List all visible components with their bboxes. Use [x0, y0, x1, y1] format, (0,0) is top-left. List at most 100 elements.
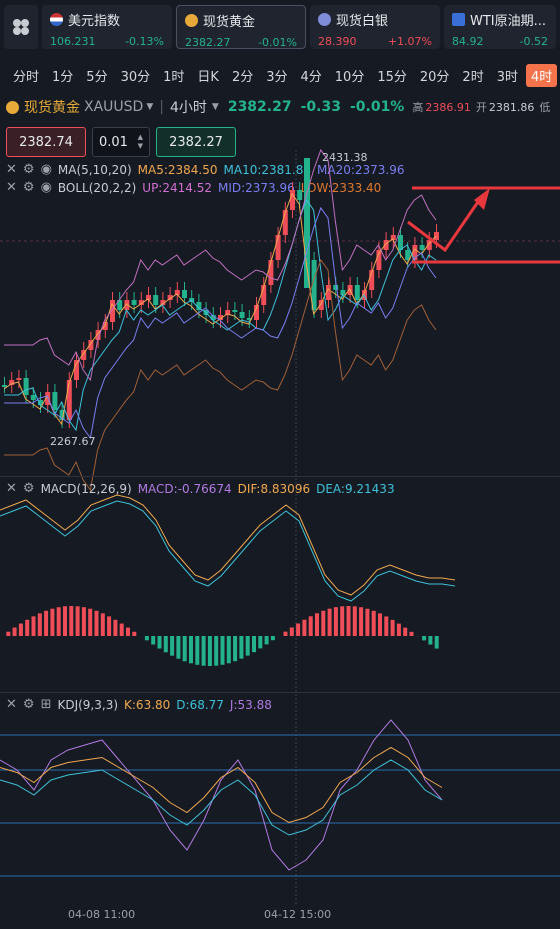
- candle: [261, 285, 267, 305]
- candle: [340, 290, 346, 295]
- quantity-stepper[interactable]: 0.01 ▲ ▼: [92, 127, 150, 157]
- macd-bar: [434, 636, 439, 649]
- period-tab[interactable]: 20分: [419, 69, 450, 85]
- period-tab[interactable]: 3时: [496, 69, 518, 85]
- period-tab[interactable]: 5分: [86, 69, 108, 85]
- gold-coin-icon: [6, 100, 19, 114]
- candle: [95, 330, 101, 340]
- period-tab[interactable]: 分时: [13, 69, 40, 85]
- eye-icon[interactable]: ◉: [40, 180, 52, 195]
- close-icon[interactable]: ✕: [6, 697, 17, 712]
- market-card-wti[interactable]: WTI原油期... 84.92 -0.52: [444, 5, 556, 49]
- high-value: 2386.91: [425, 100, 471, 114]
- period-tab[interactable]: 15分: [377, 69, 407, 85]
- caret-down-icon[interactable]: ▼: [146, 102, 154, 112]
- candle: [218, 315, 223, 320]
- symbol-header: 现货黄金 XAUUSD ▼ | 4小时 ▼ 2382.27 -0.33 -0.0…: [0, 94, 560, 120]
- macd-bar: [239, 636, 244, 659]
- ma5-value: MA5:2384.50: [137, 162, 218, 177]
- buy-price-button[interactable]: 2382.27: [156, 127, 236, 157]
- macd-bar: [195, 636, 200, 665]
- stepper-arrows-icon[interactable]: ▲ ▼: [137, 133, 143, 150]
- macd-bar: [340, 606, 345, 636]
- boll-label: BOLL(20,2,2): [57, 180, 137, 195]
- settings-icon[interactable]: ⚙: [22, 180, 35, 195]
- period-tab[interactable]: 4时: [525, 63, 558, 87]
- candle: [153, 295, 159, 305]
- macd-bar: [352, 606, 357, 636]
- macd-bar: [126, 627, 130, 636]
- price-chart[interactable]: [0, 140, 560, 929]
- candle: [66, 380, 72, 420]
- macd-bar: [321, 610, 326, 636]
- period-tab[interactable]: 2时: [462, 69, 484, 85]
- macd-legend: ✕ ⚙ MACD(12,26,9) MACD:-0.76674 DIF:8.83…: [6, 481, 395, 496]
- settings-icon[interactable]: ⚙: [22, 481, 35, 496]
- macd-bar: [56, 607, 61, 636]
- period-tab[interactable]: 4分: [300, 69, 322, 85]
- period-tab[interactable]: 3分: [266, 69, 288, 85]
- macd-bar: [201, 636, 206, 666]
- candle: [138, 300, 144, 305]
- macd-bar: [252, 636, 256, 653]
- x-axis-label: 04-12 15:00: [264, 908, 332, 921]
- close-icon[interactable]: ✕: [6, 162, 17, 177]
- candle: [254, 305, 259, 320]
- close-icon[interactable]: ✕: [6, 481, 17, 496]
- market-card-spot-silver[interactable]: 现货白银 28.390 +1.07%: [310, 5, 440, 49]
- macd-bar: [403, 627, 408, 636]
- macd-bar: [63, 606, 67, 636]
- candle: [23, 378, 29, 395]
- candle: [246, 318, 252, 320]
- boll-legend: ✕ ⚙ ◉ BOLL(20,2,2) UP:2414.52 MID:2373.9…: [6, 180, 381, 195]
- eye-icon[interactable]: ◉: [40, 162, 52, 177]
- macd-bar: [25, 619, 30, 636]
- macd-bar: [100, 613, 105, 636]
- candle: [297, 190, 303, 200]
- period-tab[interactable]: 30分: [120, 69, 151, 85]
- add-icon[interactable]: ⊞: [40, 697, 52, 712]
- macd-bar: [44, 610, 49, 636]
- macd-bar: [107, 616, 112, 636]
- us-flag-icon: [50, 13, 63, 26]
- market-card-spot-gold[interactable]: 现货黄金 2382.27 -0.01%: [176, 5, 306, 49]
- period-tabs: 分时1分5分30分1时日K2分3分4分10分15分20分2时3时4时6时: [0, 62, 560, 88]
- candle: [225, 310, 231, 315]
- price-change: -0.33: [300, 99, 341, 115]
- macd-bar: [409, 631, 414, 636]
- market-name: 现货白银: [336, 14, 389, 29]
- period-tab[interactable]: 2分: [231, 69, 254, 85]
- dif-line: [0, 494, 456, 596]
- period-tab[interactable]: 日K: [197, 69, 219, 85]
- boll-mid-value: MID:2373.96: [217, 180, 295, 195]
- close-icon[interactable]: ✕: [6, 180, 17, 195]
- caret-down-icon[interactable]: ▼: [211, 102, 219, 112]
- market-name: 美元指数: [68, 14, 121, 29]
- candle: [110, 300, 115, 322]
- macd-bar: [226, 636, 231, 664]
- sell-price-button[interactable]: 2382.74: [6, 127, 86, 157]
- current-price: 2382.27: [227, 99, 292, 115]
- settings-icon[interactable]: ⚙: [22, 697, 35, 712]
- dif-value: DIF:8.83096: [237, 481, 311, 496]
- dea-value: DEA:9.21433: [316, 481, 395, 496]
- interval-selector[interactable]: 4小时: [169, 100, 207, 116]
- settings-icon[interactable]: ⚙: [22, 162, 35, 177]
- candle: [412, 245, 418, 260]
- macd-bar: [189, 636, 193, 664]
- period-tab[interactable]: 1时: [163, 69, 185, 85]
- macd-bar: [283, 631, 288, 636]
- period-tab[interactable]: 1分: [52, 69, 74, 85]
- market-card-usd-index[interactable]: 美元指数 106.231 -0.13%: [42, 5, 172, 49]
- macd-bar: [94, 610, 99, 636]
- market-price: 84.92: [452, 35, 484, 48]
- market-price: 28.390: [318, 35, 357, 48]
- period-tab[interactable]: 10分: [334, 69, 365, 85]
- macd-value: MACD:-0.76674: [137, 481, 232, 496]
- symbol-name[interactable]: 现货黄金: [24, 100, 80, 116]
- menu-button[interactable]: [4, 5, 38, 49]
- candle: [354, 285, 360, 300]
- macd-bar: [119, 623, 124, 636]
- macd-bar: [6, 631, 11, 636]
- ma10-line: [4, 198, 437, 432]
